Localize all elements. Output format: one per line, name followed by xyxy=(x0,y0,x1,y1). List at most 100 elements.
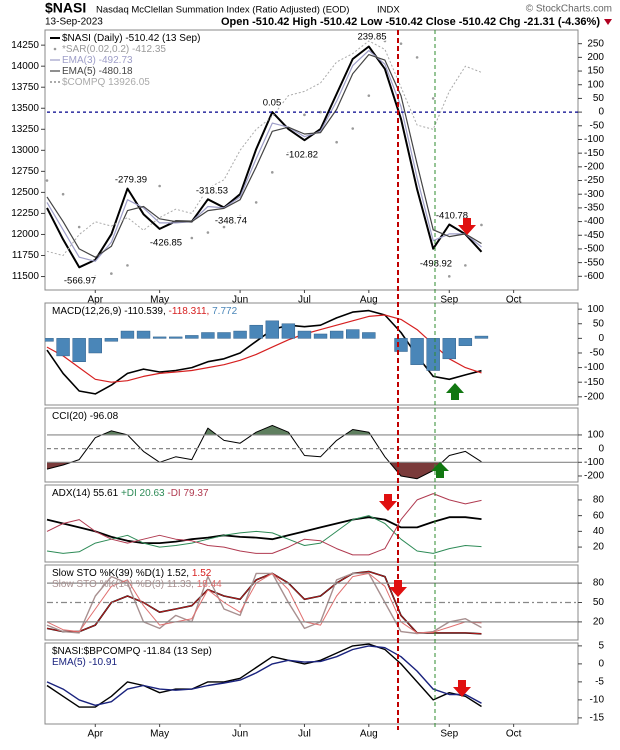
legend-text: *SAR(0.02,0.2) -412.35 xyxy=(62,44,166,55)
y-tick-label: 20 xyxy=(593,617,605,628)
x-tick-label: Aug xyxy=(360,729,378,740)
histogram-bar xyxy=(104,338,119,342)
legend-text: +DI 20.63 xyxy=(121,488,165,499)
y-tick-label: -50 xyxy=(590,120,605,131)
y-tick-label: -200 xyxy=(584,391,604,402)
series-line xyxy=(46,45,483,269)
legend-entry: $COMPQ 13926.05 xyxy=(62,77,150,88)
annotation: -498.92 xyxy=(420,259,452,270)
panel-frame xyxy=(44,407,579,483)
histogram-bar xyxy=(88,338,102,354)
sar-dot xyxy=(399,42,403,45)
y-tick-label: 200 xyxy=(587,52,604,63)
indicator-fill xyxy=(47,462,442,479)
legend-text: $NASI:$BPCOMPQ -11.84 (13 Sep) xyxy=(52,646,212,657)
sar-dot xyxy=(254,201,258,204)
legend-text: 18.44 xyxy=(197,579,222,590)
annotation: -279.39 xyxy=(115,175,147,186)
sar-dot xyxy=(93,275,97,278)
sar-dot xyxy=(303,113,306,117)
date: 13-Sep-2023 xyxy=(45,17,103,28)
y-tick-label: 50 xyxy=(593,597,605,608)
y2-tick-label: 12000 xyxy=(11,229,39,240)
sar-dot xyxy=(206,231,210,234)
title: Nasdaq McClellan Summation Index (Ratio … xyxy=(96,5,349,16)
sar-dot xyxy=(61,192,65,196)
series-line xyxy=(46,424,482,480)
overlay xyxy=(379,30,476,730)
y-tick-label: 100 xyxy=(587,430,604,441)
sar-dot xyxy=(77,225,81,229)
legend-text: ADX(14) 55.61 xyxy=(52,488,119,499)
y-tick-label: -150 xyxy=(584,377,604,388)
legend-text: 7.772 xyxy=(212,306,237,317)
histogram-bar xyxy=(201,332,215,339)
sar-dot xyxy=(415,56,419,59)
histogram-bar xyxy=(120,330,135,339)
series-line xyxy=(46,309,482,395)
sar-dot xyxy=(45,179,49,182)
histogram-bar xyxy=(458,338,473,346)
legend-text: Slow STO %K(39) %D(1) 1.52, xyxy=(52,568,189,579)
y2-tick-label: 11750 xyxy=(12,250,40,261)
series-line xyxy=(46,49,482,262)
sar-dot xyxy=(238,214,242,218)
x-tick-label: Oct xyxy=(506,729,522,740)
annotation: -102.82 xyxy=(286,150,318,161)
y-tick-label: 100 xyxy=(587,79,604,90)
histogram-bar xyxy=(185,335,199,339)
histogram-bar xyxy=(169,336,183,339)
legend-text: MACD(12,26,9) -110.539, xyxy=(52,306,166,317)
y-tick-label: 0 xyxy=(598,107,604,118)
legend-text: CCI(20) -96.08 xyxy=(52,411,119,422)
x-tick-label: Jul xyxy=(298,295,311,306)
green-arrow xyxy=(431,462,449,478)
y-tick-label: -15 xyxy=(590,713,605,724)
annotation: 239.85 xyxy=(357,32,386,43)
panel xyxy=(45,309,489,395)
series-line xyxy=(46,571,482,635)
sar-dot xyxy=(367,94,371,97)
annotation: -410.78 xyxy=(436,211,468,222)
histogram-bar xyxy=(136,330,151,339)
y-tick-label: 250 xyxy=(587,38,604,49)
y-tick-label: 80 xyxy=(593,495,605,506)
sar-dot xyxy=(447,275,451,278)
y-tick-label: -5 xyxy=(595,677,604,688)
exchange: INDX xyxy=(377,5,400,16)
histogram-bar xyxy=(233,330,247,339)
panel-frame xyxy=(44,302,579,406)
series-line xyxy=(46,314,482,383)
histogram-bar xyxy=(313,333,328,339)
legend-swatch xyxy=(53,47,57,51)
green-arrow xyxy=(446,383,464,400)
panel-frame xyxy=(44,484,579,563)
y-tick-label: -450 xyxy=(584,230,604,241)
legend-entry: EMA(3) -492.73 xyxy=(62,55,133,66)
legend-text: Slow STO %K(14) %D(3) 11.33, xyxy=(52,579,194,590)
panel-frame xyxy=(44,29,579,291)
histogram-bar xyxy=(474,335,489,339)
histogram-bar xyxy=(426,338,440,371)
y2-tick-label: 12500 xyxy=(11,187,39,198)
y2-tick-label: 13500 xyxy=(11,103,39,114)
y-tick-label: -100 xyxy=(584,134,604,145)
annotation: -348.74 xyxy=(215,216,247,227)
histogram-bar xyxy=(281,323,296,339)
red-arrow xyxy=(458,218,476,235)
legend-text: -118.311, xyxy=(169,306,210,317)
sar-dot xyxy=(126,264,129,267)
histogram-bar xyxy=(249,324,263,339)
x-tick-label: Sep xyxy=(440,729,458,740)
y-tick-label: 50 xyxy=(593,93,605,104)
y-tick-label: 80 xyxy=(593,578,605,589)
y-tick-label: 60 xyxy=(593,510,605,521)
x-tick-label: Jun xyxy=(232,729,248,740)
panel xyxy=(46,493,482,556)
x-tick-label: Sep xyxy=(440,295,458,306)
x-tick-label: Apr xyxy=(87,295,103,306)
legend-entry: EMA(5) -10.91 xyxy=(52,657,117,668)
sar-dot xyxy=(287,151,290,155)
